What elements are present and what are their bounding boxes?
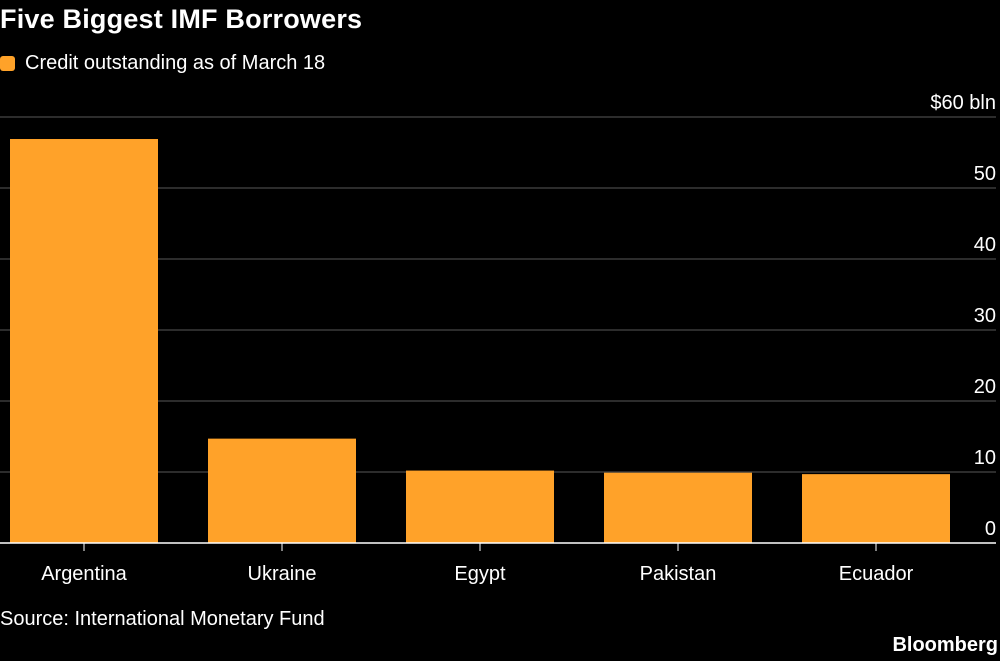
y-tick-label: $60 bln xyxy=(930,92,996,114)
y-tick-label: 20 xyxy=(974,376,996,398)
y-tick-label: 0 xyxy=(985,518,996,540)
source-note: Source: International Monetary Fund xyxy=(0,608,325,630)
x-tick-label: Ecuador xyxy=(839,563,914,585)
gridlines xyxy=(0,116,996,473)
x-tick-label: Pakistan xyxy=(640,563,717,585)
x-tick-label: Ukraine xyxy=(248,563,317,585)
chart-title: Five Biggest IMF Borrowers xyxy=(0,4,363,34)
bar-pakistan xyxy=(604,472,752,543)
y-tick-label: 10 xyxy=(974,447,996,469)
bar-egypt xyxy=(406,470,554,543)
y-tick-label: 40 xyxy=(974,234,996,256)
legend: Credit outstanding as of March 18 xyxy=(0,50,325,76)
bar-chart: 0 10 20 30 40 50 $60 bln Argentina Ukraine Egypt P… xyxy=(0,92,996,585)
bar-ecuador xyxy=(802,474,950,543)
x-axis xyxy=(0,542,996,551)
y-tick-label: 30 xyxy=(974,305,996,327)
bar-ukraine xyxy=(208,438,356,543)
y-tick-label: 50 xyxy=(974,163,996,185)
bars xyxy=(10,139,950,543)
bloomberg-logo: Bloomberg xyxy=(892,634,998,656)
legend-swatch xyxy=(0,55,15,71)
x-tick-label: Egypt xyxy=(454,563,506,585)
x-tick-label: Argentina xyxy=(41,563,127,585)
tick-labels: 0 10 20 30 40 50 $60 bln Argentina Ukraine Egypt P… xyxy=(41,92,996,585)
legend-label: Credit outstanding as of March 18 xyxy=(25,51,326,74)
bar-argentina xyxy=(10,139,158,543)
